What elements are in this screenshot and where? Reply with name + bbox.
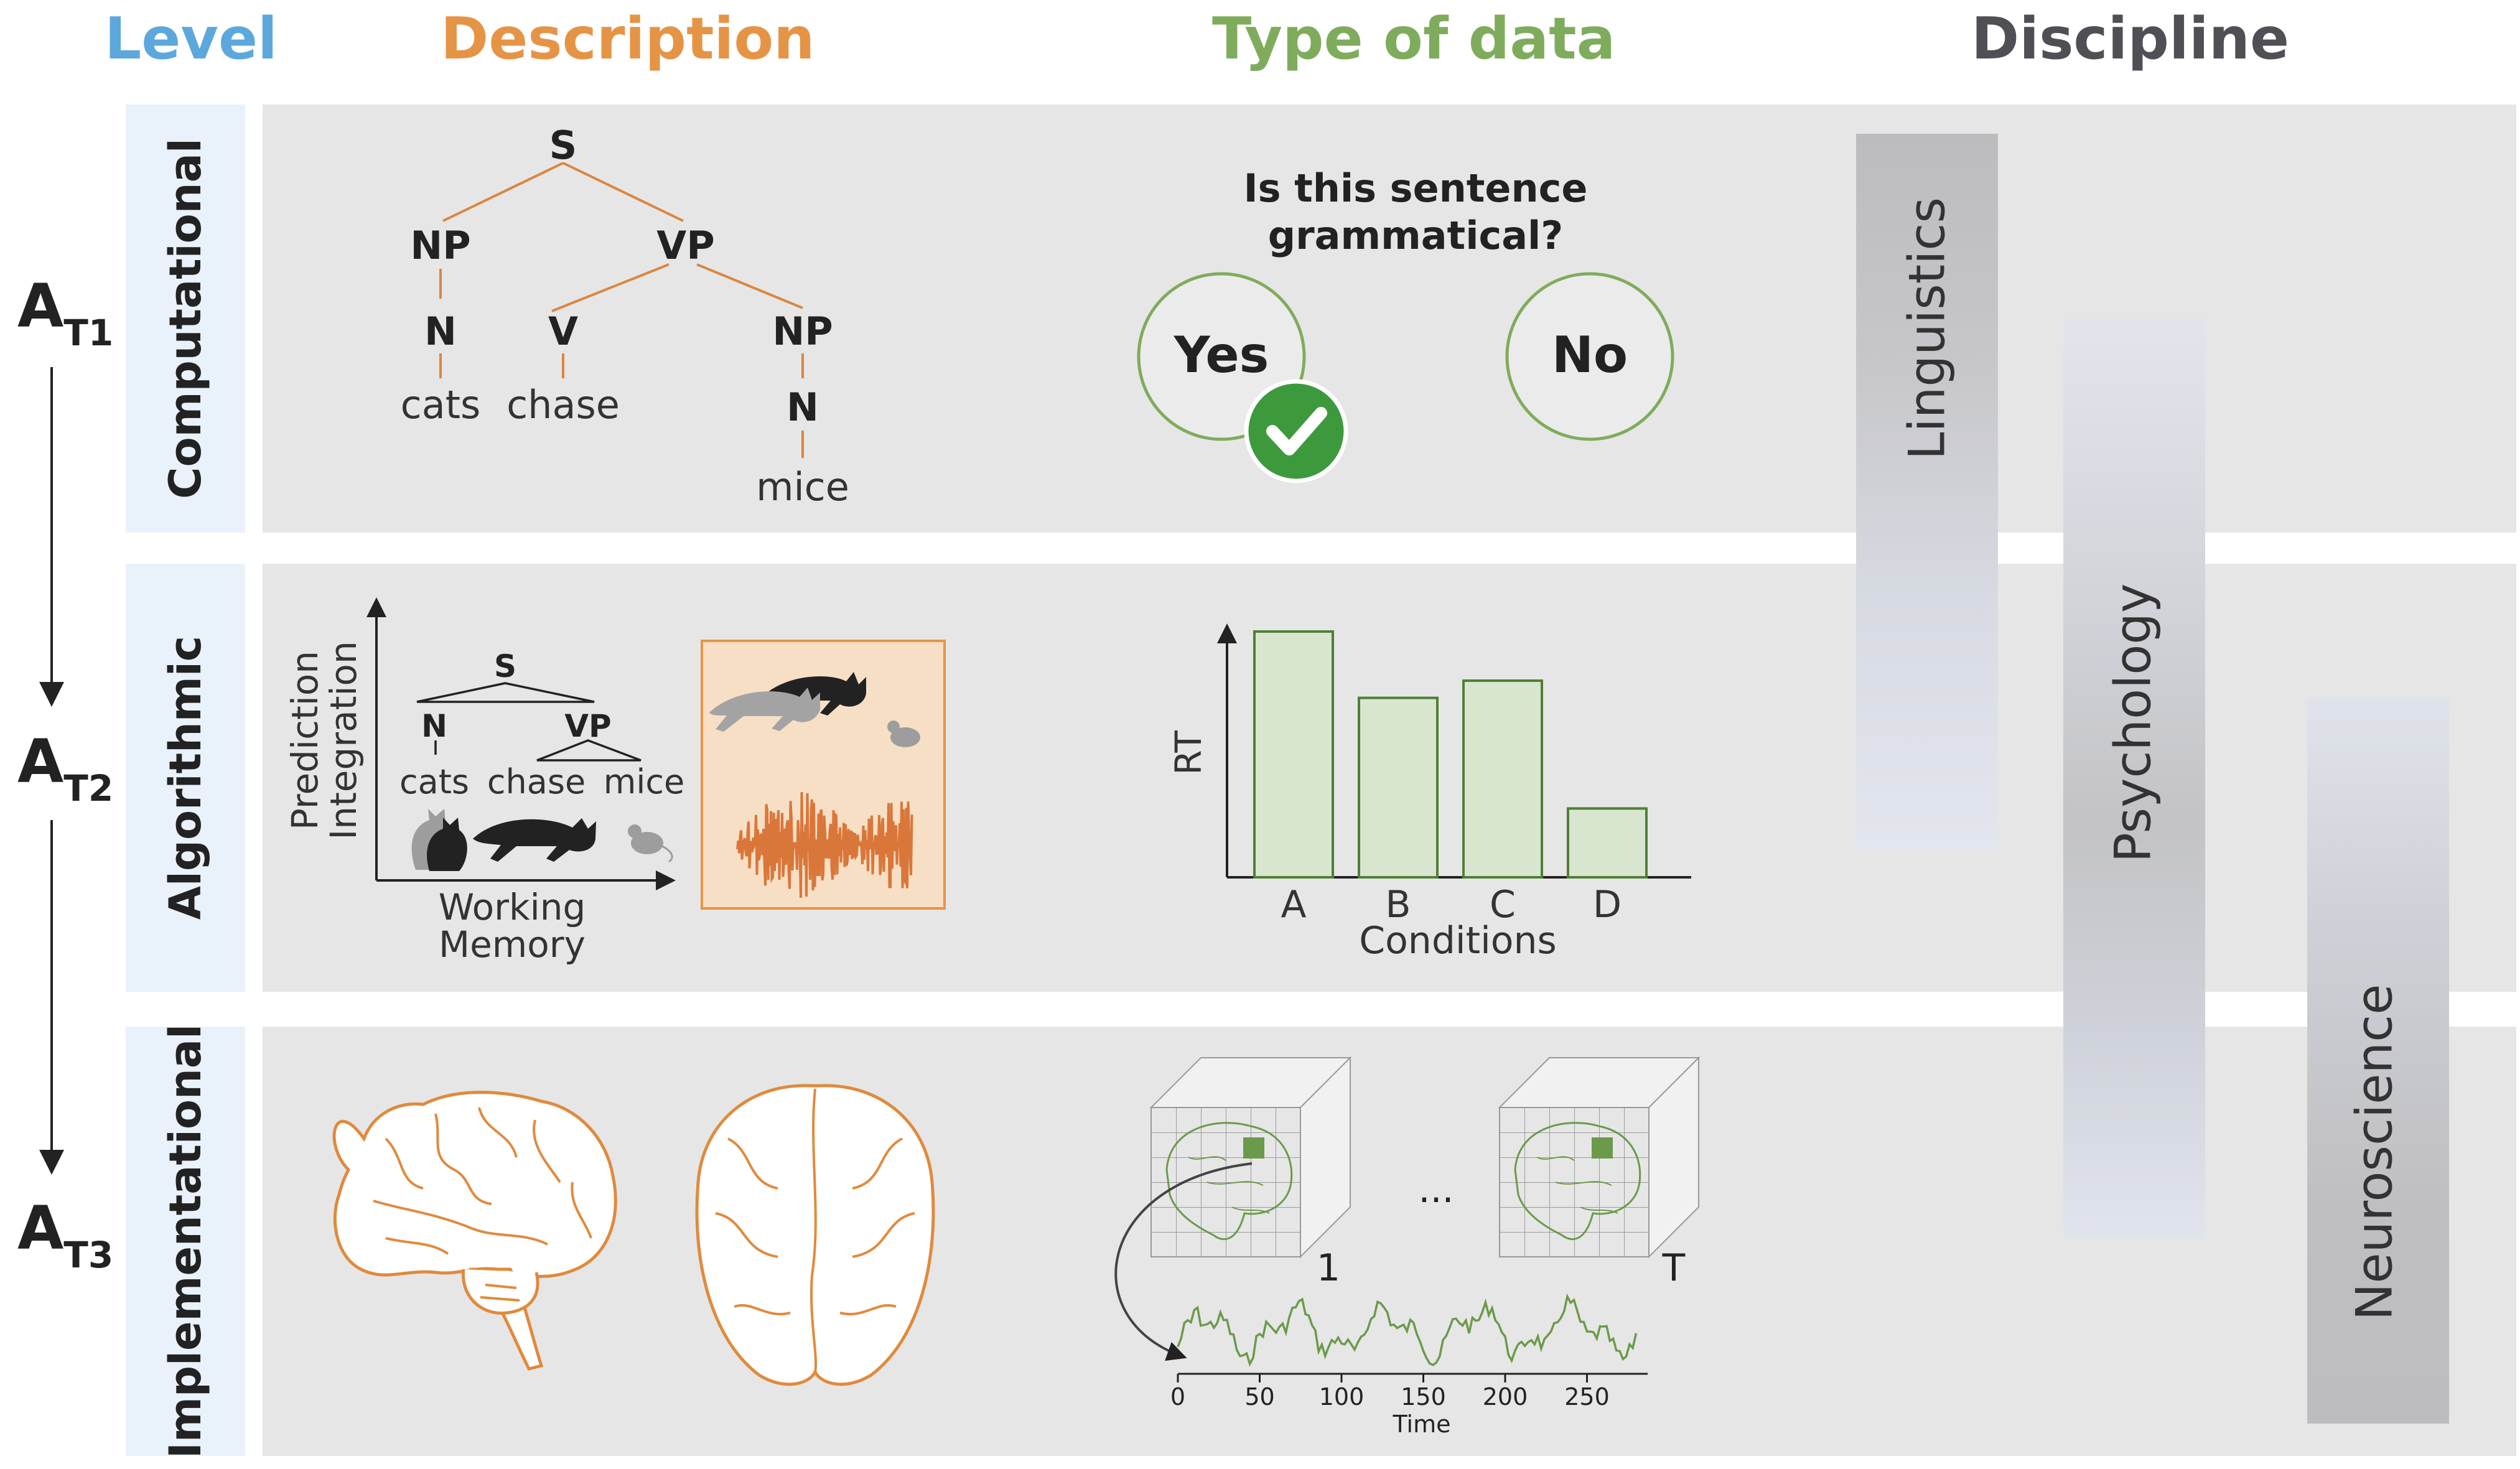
no-option	[1505, 272, 1674, 441]
brain-top-icon	[695, 1084, 935, 1386]
timeline-label-t2: AT2	[17, 727, 113, 809]
yes-label: Yes	[1174, 326, 1269, 384]
bar-label-b: B	[1385, 883, 1411, 926]
time-series-line	[1177, 1293, 1638, 1367]
timeline-label-t1: AT1	[17, 271, 113, 354]
bar-label-c: C	[1490, 883, 1516, 926]
mini-tree-n: N	[421, 708, 447, 744]
timeline-label-t3: AT3	[17, 1193, 113, 1276]
tree-node-vp: VP	[656, 223, 714, 268]
timeline-sub-t3: T3	[63, 1234, 114, 1276]
chart-xlabel: Conditions	[1359, 919, 1557, 963]
tree-node-v: V	[548, 309, 578, 354]
time-tick-label: 100	[1319, 1383, 1365, 1411]
axis-label-prediction: Prediction	[284, 651, 326, 830]
axis-label-integration: Integration	[322, 641, 365, 840]
syntax-tree: S NP VP N V NP N cats chase mice	[401, 123, 849, 510]
grammar-question-line1: Is this sentence	[1244, 166, 1588, 211]
time-tick-label: 150	[1401, 1383, 1446, 1411]
brain-side-icon	[332, 1091, 617, 1371]
discipline-bar-neuroscience	[2307, 697, 2449, 1424]
mini-word-cats: cats	[399, 762, 469, 801]
discipline-bar-linguistics	[1856, 134, 1998, 849]
timeline-main-t3: A	[17, 1193, 64, 1263]
bar-label-d: D	[1593, 883, 1622, 926]
axis-label-memory: Memory	[439, 923, 586, 966]
tree-word-mice: mice	[756, 464, 849, 510]
timeline-main-t2: A	[17, 727, 64, 796]
bar-chart: RT Conditions A B C D	[1167, 623, 1691, 963]
tree-word-chase: chase	[506, 382, 620, 427]
bold-time-series: Time 0 50 100 150 200 250	[1170, 1293, 1648, 1438]
header-discipline: Discipline	[1971, 5, 2290, 72]
bar-b	[1358, 696, 1439, 879]
axis-label-working: Working	[439, 886, 586, 928]
processing-diagram: Prediction Integration Working Memory S …	[284, 597, 685, 966]
mini-tree-vp: VP	[564, 708, 611, 744]
mouse-icon	[887, 721, 920, 747]
stimulus-panel	[701, 640, 946, 910]
mini-word-mice: mice	[604, 762, 685, 801]
header-description: Description	[441, 5, 815, 72]
timeline-sub-t1: T1	[63, 312, 114, 354]
waveform-icon	[736, 791, 913, 898]
bar-label-a: A	[1281, 883, 1306, 926]
volume-ellipsis: ...	[1418, 1168, 1454, 1211]
timeline-sub-t2: T2	[63, 767, 114, 809]
tree-node-n: N	[424, 309, 457, 354]
mouse-icon	[628, 824, 673, 863]
cat-icon	[411, 809, 596, 871]
time-axis-label: Time	[1393, 1411, 1451, 1438]
tree-node-np2: NP	[772, 309, 833, 354]
volume-label-last: T	[1662, 1246, 1686, 1290]
tree-word-cats: cats	[401, 382, 481, 427]
timeline-main-t1: A	[17, 271, 64, 341]
arrow-icon	[1114, 1162, 1253, 1361]
mini-word-chase: chase	[487, 762, 586, 801]
discipline-bar-psychology	[2063, 317, 2205, 1238]
grammar-question-line2: grammatical?	[1268, 213, 1564, 258]
level-box-algorithmic	[126, 564, 245, 992]
bar-a	[1253, 630, 1334, 879]
level-box-implementational	[126, 1027, 245, 1456]
time-tick-label: 0	[1170, 1383, 1185, 1411]
check-circle-icon	[1244, 379, 1348, 483]
bar-c	[1462, 679, 1543, 879]
tree-node-np: NP	[410, 223, 470, 268]
time-tick-label: 50	[1244, 1383, 1274, 1411]
chart-ylabel: RT	[1167, 730, 1210, 775]
header-type-of-data: Type of data	[1212, 5, 1616, 72]
level-box-computational	[126, 105, 245, 533]
mini-tree-s: S	[494, 648, 516, 684]
volume-label-first: 1	[1317, 1246, 1340, 1290]
time-tick-label: 250	[1564, 1383, 1610, 1411]
running-cats-icon	[709, 672, 866, 732]
tree-node-n2: N	[786, 385, 819, 430]
brain-volume-icon	[1149, 1056, 1701, 1259]
bar-d	[1567, 807, 1648, 879]
tree-node-s: S	[549, 123, 577, 168]
grammaticality-judgement: Is this sentence grammatical? Yes No	[1137, 166, 1674, 483]
time-tick-label: 200	[1483, 1383, 1528, 1411]
no-label: No	[1552, 326, 1628, 384]
header-level: Level	[105, 5, 278, 72]
